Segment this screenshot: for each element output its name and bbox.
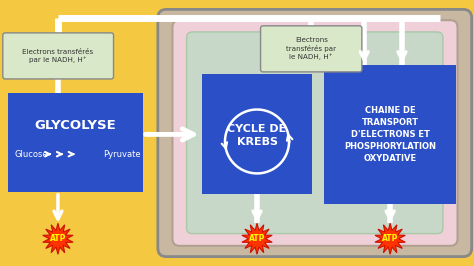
FancyBboxPatch shape <box>158 9 472 257</box>
Text: GLYCOLYSE: GLYCOLYSE <box>35 119 117 132</box>
Text: Electrons transférés
par le NADH, H⁺: Electrons transférés par le NADH, H⁺ <box>22 49 93 63</box>
Text: CYCLE DE
KREBS: CYCLE DE KREBS <box>228 124 287 147</box>
FancyBboxPatch shape <box>9 93 143 192</box>
Text: CHAINE DE
TRANSPORT
D'ELECTRONS ET
PHOSPHORYLATION
OXYDATIVE: CHAINE DE TRANSPORT D'ELECTRONS ET PHOSP… <box>344 106 436 163</box>
FancyBboxPatch shape <box>201 74 312 194</box>
Text: ATP: ATP <box>50 234 66 243</box>
Text: ATP: ATP <box>249 234 265 243</box>
FancyBboxPatch shape <box>261 26 362 72</box>
Text: Pyruvate: Pyruvate <box>103 150 140 159</box>
FancyBboxPatch shape <box>173 20 457 246</box>
Polygon shape <box>242 223 272 254</box>
FancyBboxPatch shape <box>324 65 456 203</box>
Text: Electrons
transférés par
le NADH, H⁺: Electrons transférés par le NADH, H⁺ <box>286 37 336 60</box>
Text: ATP: ATP <box>382 234 398 243</box>
Polygon shape <box>43 223 73 254</box>
Polygon shape <box>375 223 405 254</box>
FancyBboxPatch shape <box>3 33 114 79</box>
FancyBboxPatch shape <box>187 32 443 234</box>
Text: Glucose: Glucose <box>15 150 48 159</box>
